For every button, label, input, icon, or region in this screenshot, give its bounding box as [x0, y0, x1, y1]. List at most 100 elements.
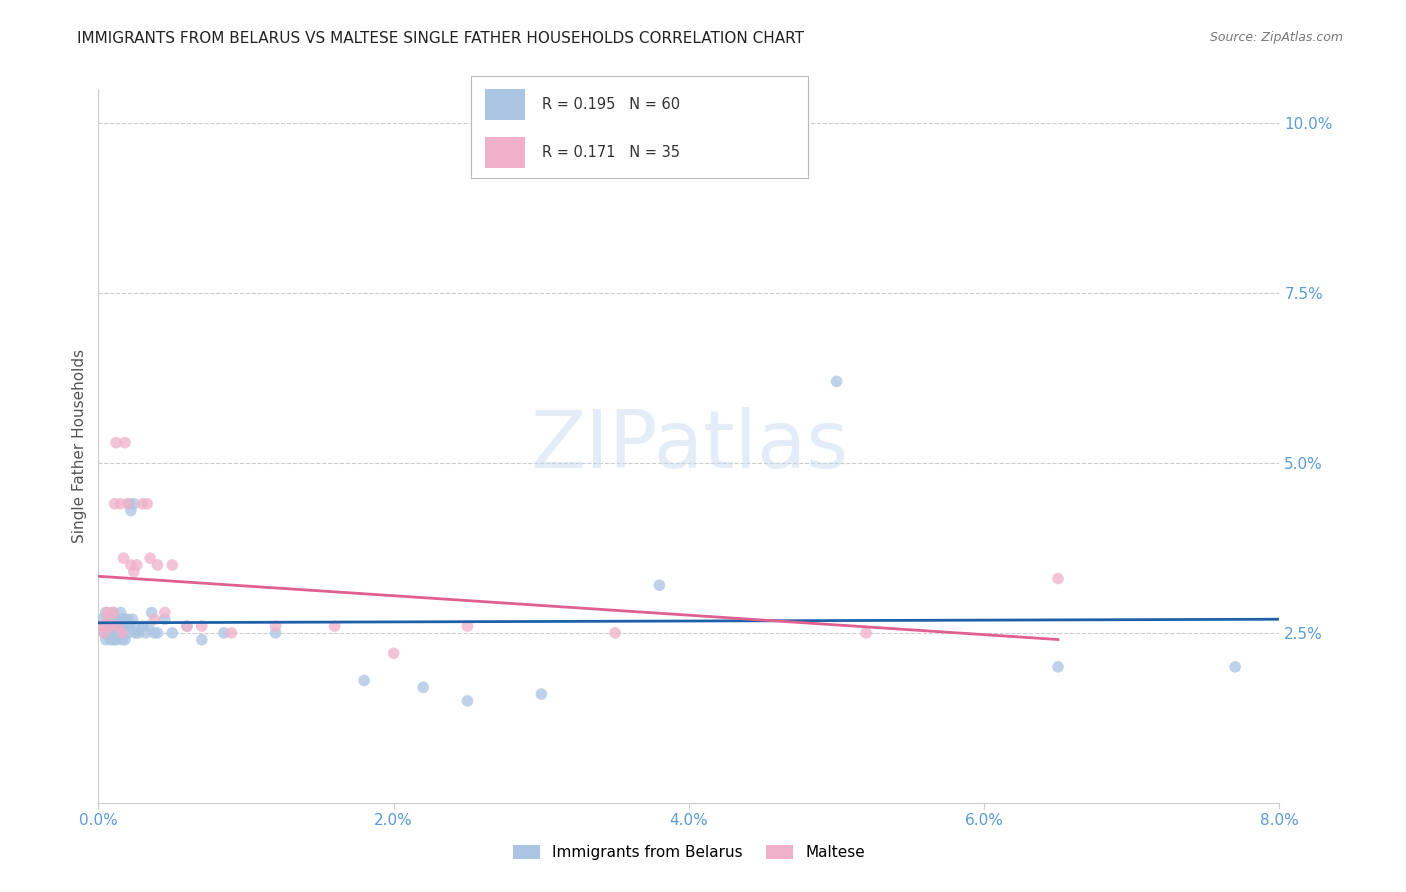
- Point: [107, 612, 129, 626]
- Point: [162, 626, 183, 640]
- Point: [97, 626, 120, 640]
- Point: [153, 612, 176, 626]
- Point: [162, 558, 183, 572]
- Point: [125, 558, 148, 572]
- Text: ZIPatlas: ZIPatlas: [530, 407, 848, 485]
- Point: [94, 606, 117, 620]
- Point: [103, 619, 125, 633]
- Point: [114, 632, 136, 647]
- Point: [91, 619, 114, 633]
- Point: [105, 632, 128, 647]
- Point: [107, 626, 129, 640]
- Point: [153, 606, 176, 620]
- Point: [176, 619, 198, 633]
- Point: [112, 551, 135, 566]
- Point: [139, 551, 162, 566]
- Point: [1225, 660, 1247, 674]
- Point: [110, 606, 132, 620]
- Point: [104, 626, 127, 640]
- Point: [103, 632, 125, 647]
- Point: [212, 626, 235, 640]
- Point: [122, 497, 145, 511]
- Point: [382, 646, 405, 660]
- Point: [136, 497, 159, 511]
- Point: [117, 612, 139, 626]
- Point: [90, 619, 112, 633]
- FancyBboxPatch shape: [485, 89, 524, 120]
- Point: [146, 558, 169, 572]
- Point: [412, 680, 434, 694]
- Point: [138, 619, 160, 633]
- Point: [457, 619, 479, 633]
- Point: [120, 558, 142, 572]
- Point: [191, 632, 214, 647]
- Point: [127, 626, 149, 640]
- Point: [111, 626, 134, 640]
- Point: [105, 435, 128, 450]
- Point: [457, 694, 479, 708]
- Point: [264, 619, 287, 633]
- Point: [93, 626, 115, 640]
- Point: [112, 626, 135, 640]
- Point: [264, 626, 287, 640]
- Point: [97, 612, 120, 626]
- Point: [146, 626, 169, 640]
- Point: [94, 632, 117, 647]
- Point: [114, 435, 136, 450]
- Point: [104, 497, 127, 511]
- Point: [121, 612, 143, 626]
- Point: [98, 619, 121, 633]
- Point: [117, 626, 139, 640]
- Point: [107, 619, 129, 633]
- Point: [94, 619, 117, 633]
- Point: [100, 626, 122, 640]
- Text: R = 0.171   N = 35: R = 0.171 N = 35: [541, 145, 681, 161]
- Point: [191, 619, 214, 633]
- Point: [117, 497, 139, 511]
- Point: [125, 619, 148, 633]
- Point: [103, 606, 125, 620]
- Point: [108, 619, 131, 633]
- Point: [97, 612, 120, 626]
- Point: [105, 619, 128, 633]
- Point: [112, 619, 135, 633]
- Point: [110, 626, 132, 640]
- Point: [1046, 660, 1070, 674]
- Point: [855, 626, 877, 640]
- Point: [115, 619, 138, 633]
- Point: [132, 619, 155, 633]
- Point: [96, 606, 118, 620]
- Point: [143, 612, 166, 626]
- Point: [96, 619, 118, 633]
- Point: [110, 497, 132, 511]
- Point: [530, 687, 553, 701]
- Point: [124, 626, 146, 640]
- Y-axis label: Single Father Households: Single Father Households: [72, 349, 87, 543]
- Point: [122, 565, 145, 579]
- Point: [98, 619, 121, 633]
- Point: [143, 626, 166, 640]
- Point: [104, 612, 127, 626]
- Point: [103, 606, 125, 620]
- Text: Source: ZipAtlas.com: Source: ZipAtlas.com: [1209, 31, 1343, 45]
- Point: [98, 632, 121, 647]
- Point: [221, 626, 243, 640]
- Point: [605, 626, 627, 640]
- FancyBboxPatch shape: [485, 137, 524, 168]
- Point: [825, 375, 848, 389]
- Point: [120, 503, 142, 517]
- Text: R = 0.195   N = 60: R = 0.195 N = 60: [541, 97, 681, 112]
- Point: [111, 632, 134, 647]
- Point: [648, 578, 671, 592]
- Point: [93, 626, 115, 640]
- Point: [90, 612, 112, 626]
- Point: [132, 497, 155, 511]
- Text: IMMIGRANTS FROM BELARUS VS MALTESE SINGLE FATHER HOUSEHOLDS CORRELATION CHART: IMMIGRANTS FROM BELARUS VS MALTESE SINGL…: [77, 31, 804, 46]
- Point: [118, 497, 141, 511]
- Point: [323, 619, 346, 633]
- Point: [141, 606, 163, 620]
- Point: [135, 626, 157, 640]
- Point: [353, 673, 375, 688]
- Point: [111, 612, 134, 626]
- Legend: Immigrants from Belarus, Maltese: Immigrants from Belarus, Maltese: [506, 839, 872, 866]
